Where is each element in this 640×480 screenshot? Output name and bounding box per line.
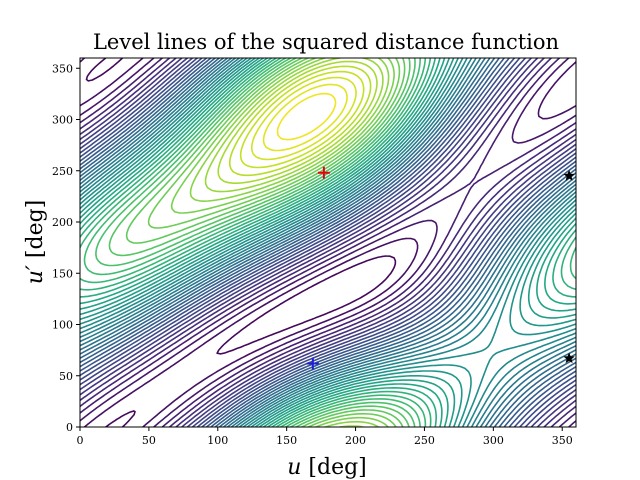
contour-level-2	[80, 58, 576, 427]
y-axis-ticks: 0 50 100 150 200 250 300 350	[52, 62, 80, 434]
contour-level-5	[80, 58, 576, 427]
plot-frame	[79, 57, 577, 428]
contour-level-24	[80, 58, 576, 427]
contour-level-1	[85, 58, 397, 427]
contour-level-7	[80, 58, 576, 427]
y-tick-label: 300	[52, 114, 73, 127]
contour-level-35	[147, 58, 401, 427]
y-tick-label: 0	[66, 421, 73, 434]
y-tick-label: 150	[52, 267, 73, 280]
y-axis-label: u′ [deg]	[23, 200, 48, 285]
y-axis-unit: [deg]	[23, 200, 48, 258]
saddle-star-marker-3	[563, 352, 575, 364]
x-tick-label: 200	[345, 434, 366, 447]
markers	[306, 166, 575, 370]
contour-level-11	[80, 58, 576, 427]
contour-level-27	[80, 58, 576, 427]
saddle-star-marker-2	[563, 169, 575, 181]
x-axis-ticks: 0 50 100 150 200 250 300 350	[77, 427, 573, 447]
x-axis-unit: [deg]	[308, 455, 366, 480]
y-tick-label: 100	[52, 319, 73, 332]
contour-level-40	[228, 65, 372, 177]
contour-level-12	[80, 58, 576, 427]
contour-level-19	[80, 58, 576, 427]
y-tick-label: 250	[52, 165, 73, 178]
contour-level-26	[80, 58, 576, 427]
x-tick-label: 350	[552, 434, 573, 447]
y-axis-symbol: u′	[23, 265, 48, 284]
maximum-marker	[317, 166, 330, 179]
x-tick-label: 100	[207, 434, 228, 447]
contour-level-18	[80, 58, 576, 427]
contour-level-23	[80, 58, 576, 427]
contour-level-44	[276, 92, 337, 141]
contour-level-6	[80, 58, 576, 427]
x-axis-label: u [deg]	[287, 455, 367, 480]
x-axis-symbol: u	[287, 455, 301, 480]
contour-level-33	[108, 58, 411, 427]
x-tick-label: 0	[77, 434, 84, 447]
contour-level-13	[80, 58, 576, 427]
x-tick-label: 250	[414, 434, 435, 447]
contour-lines	[80, 58, 576, 427]
contour-level-43	[262, 83, 348, 152]
contour-level-42	[250, 76, 357, 161]
x-tick-label: 150	[276, 434, 297, 447]
contour-level-41	[239, 70, 365, 169]
chart-title: Level lines of the squared distance func…	[93, 30, 559, 54]
y-tick-label: 50	[59, 370, 73, 383]
minimum-marker	[306, 357, 319, 370]
contour-level-22	[80, 58, 576, 427]
x-tick-label: 50	[142, 434, 156, 447]
contour-level-29	[80, 58, 576, 427]
contour-level-20	[80, 58, 576, 427]
y-tick-label: 200	[52, 216, 73, 229]
contour-level-39	[217, 60, 378, 184]
contour-level-36	[170, 58, 395, 427]
contour-level-25	[80, 58, 576, 427]
y-tick-label: 350	[52, 62, 73, 75]
x-tick-label: 300	[483, 434, 504, 447]
contour-level-21	[80, 58, 576, 427]
contour-level-9	[80, 58, 576, 427]
